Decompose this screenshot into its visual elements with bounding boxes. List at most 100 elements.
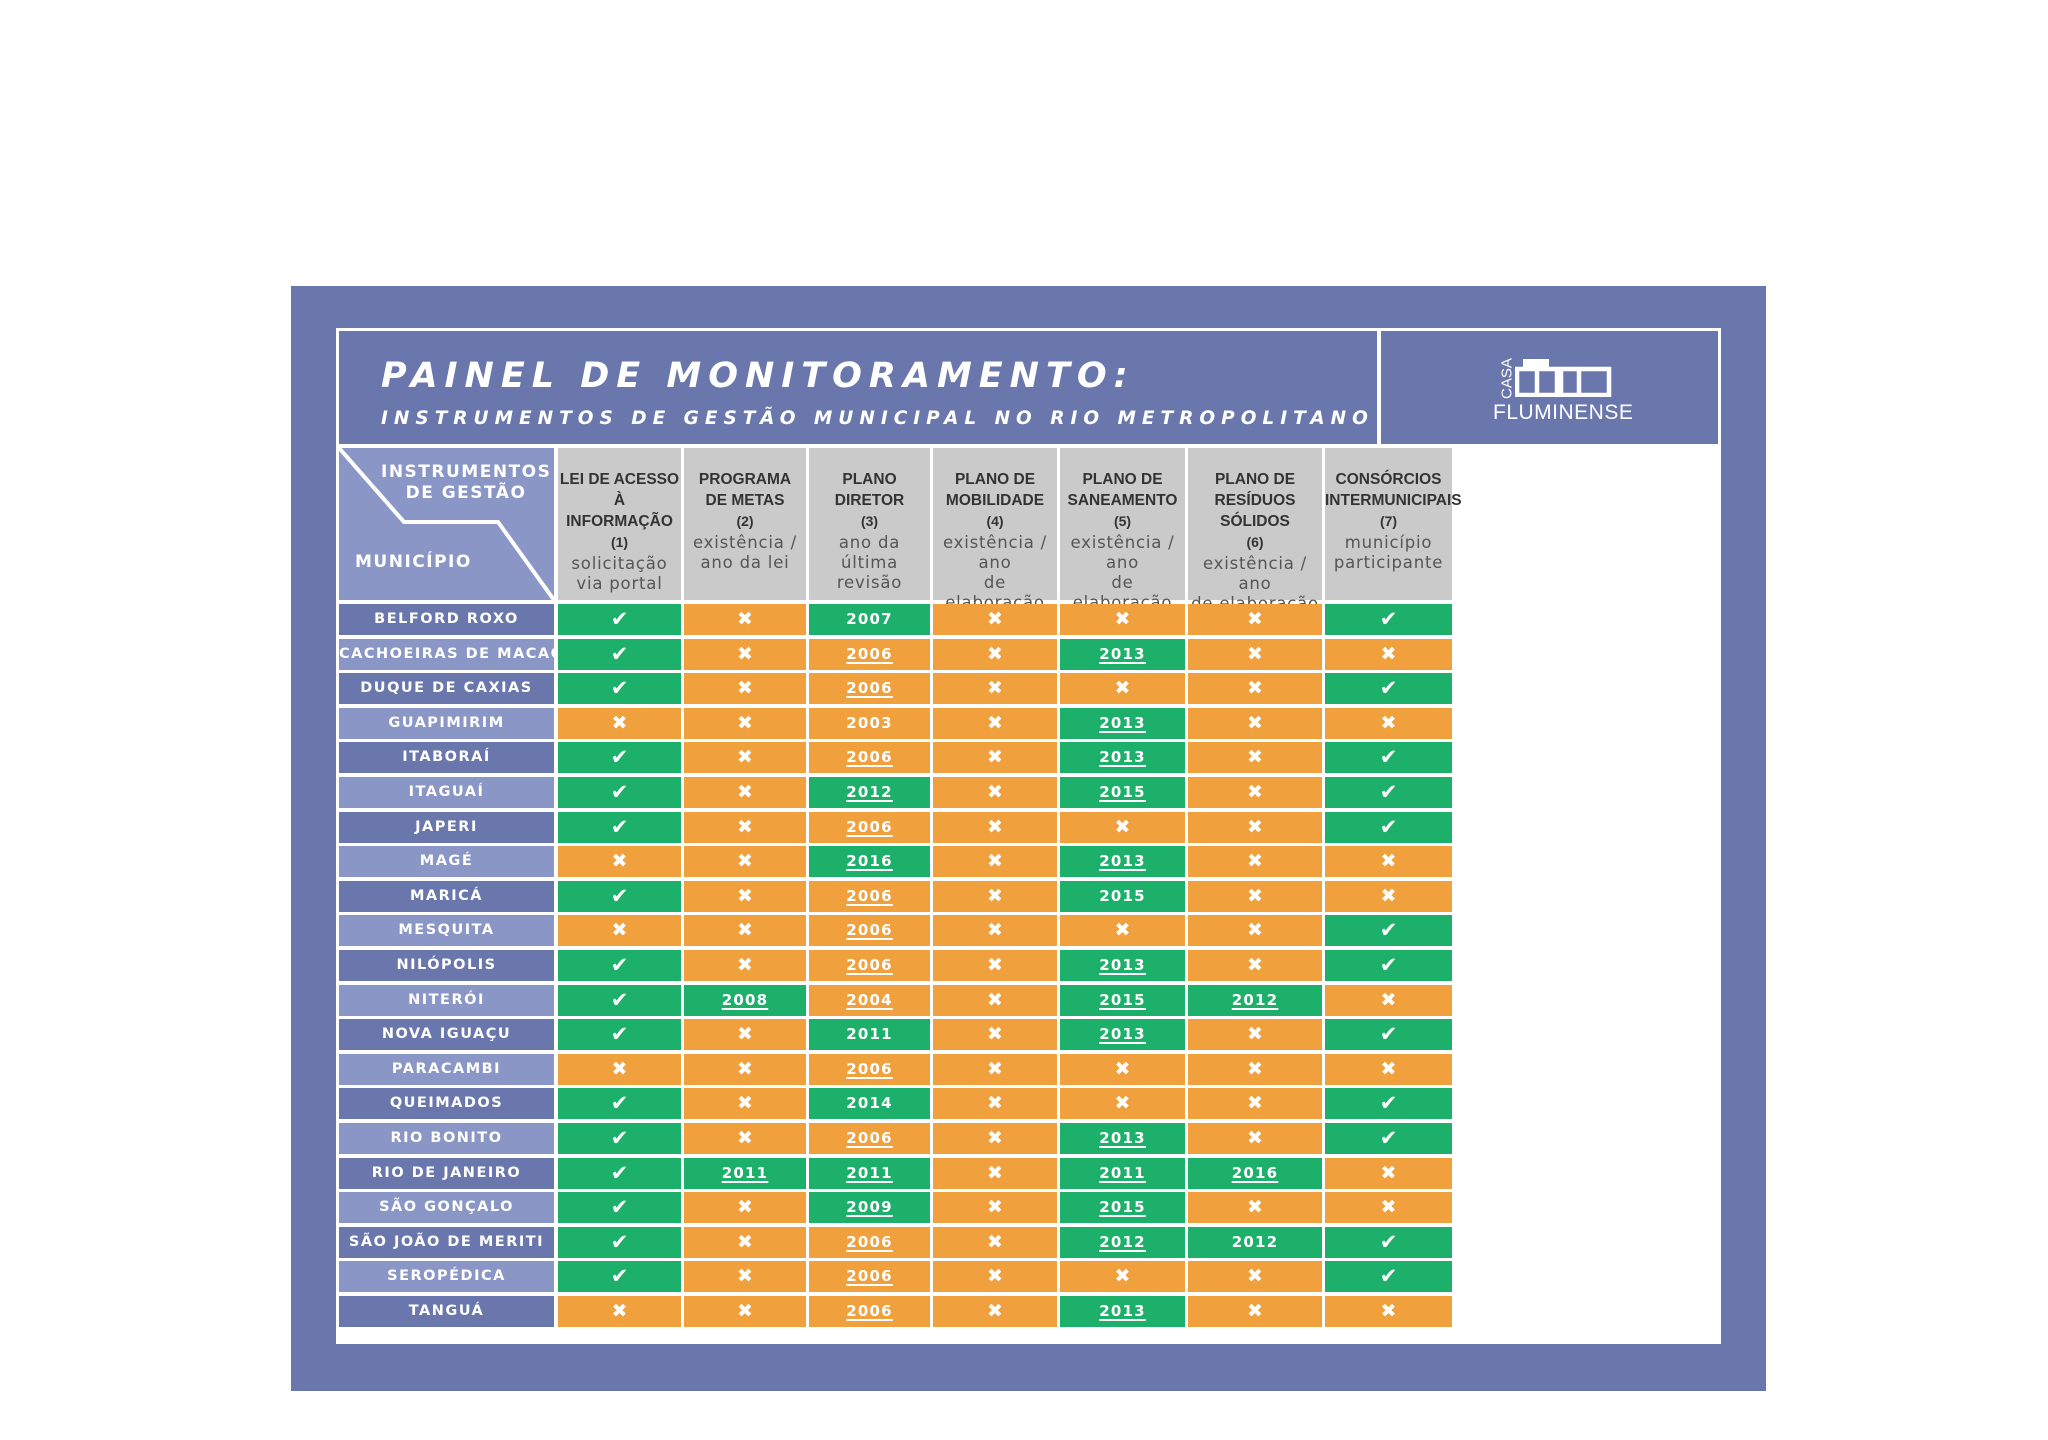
column-title: PLANO DIRETOR <box>834 471 905 509</box>
cross-icon: ✖ <box>1188 1261 1322 1292</box>
check-icon: ✔ <box>1325 673 1452 704</box>
year-cell: 2007 <box>809 604 930 635</box>
check-icon: ✔ <box>558 1192 681 1223</box>
municipality-label: TANGUÁ <box>339 1296 554 1327</box>
check-icon: ✔ <box>558 950 681 981</box>
cross-icon: ✖ <box>933 1054 1057 1085</box>
cross-icon: ✖ <box>684 708 806 739</box>
year-cell: 2006 <box>809 1123 930 1154</box>
cross-icon: ✖ <box>1060 1261 1185 1292</box>
municipality-label: SEROPÉDICA <box>339 1261 554 1292</box>
year-cell: 2009 <box>809 1192 930 1223</box>
column-description: município participante <box>1333 533 1444 572</box>
column-title: PROGRAMA DE METAS <box>698 471 792 509</box>
cross-icon: ✖ <box>933 742 1057 773</box>
cross-icon: ✖ <box>1188 673 1322 704</box>
cross-icon: ✖ <box>933 881 1057 912</box>
check-icon: ✔ <box>1325 1227 1452 1258</box>
municipality-label: SÃO GONÇALO <box>339 1192 554 1223</box>
check-icon: ✔ <box>558 812 681 843</box>
cross-icon: ✖ <box>684 639 806 670</box>
cross-icon: ✖ <box>684 1261 806 1292</box>
cross-icon: ✖ <box>1188 881 1322 912</box>
check-icon: ✔ <box>1325 1019 1452 1050</box>
cross-icon: ✖ <box>684 950 806 981</box>
cross-icon: ✖ <box>684 673 806 704</box>
year-cell: 2006 <box>809 1054 930 1085</box>
column-number: (7) <box>1379 513 1398 529</box>
year-cell: 2013 <box>1060 846 1185 877</box>
year-cell: 2012 <box>1188 1227 1322 1258</box>
year-cell: 2013 <box>1060 708 1185 739</box>
cross-icon: ✖ <box>1188 604 1322 635</box>
year-cell: 2013 <box>1060 639 1185 670</box>
cross-icon: ✖ <box>933 777 1057 808</box>
cross-icon: ✖ <box>933 1227 1057 1258</box>
page-title: PAINEL DE MONITORAMENTO: <box>381 356 1135 396</box>
cross-icon: ✖ <box>1325 1158 1452 1189</box>
year-cell: 2013 <box>1060 950 1185 981</box>
municipality-label: PARACAMBI <box>339 1054 554 1085</box>
check-icon: ✔ <box>558 881 681 912</box>
cross-icon: ✖ <box>933 950 1057 981</box>
cross-icon: ✖ <box>684 604 806 635</box>
cross-icon: ✖ <box>684 1296 806 1327</box>
column-title: PLANO DE MOBILIDADE <box>945 471 1045 509</box>
cross-icon: ✖ <box>684 1227 806 1258</box>
year-cell: 2015 <box>1060 1192 1185 1223</box>
cross-icon: ✖ <box>684 742 806 773</box>
column-description: existência / ano da lei <box>692 533 798 572</box>
column-header-1: LEI DE ACESSO À INFORMAÇÃO (1) solicitação… <box>558 448 681 600</box>
year-cell: 2015 <box>1060 985 1185 1016</box>
year-cell: 2006 <box>809 1296 930 1327</box>
column-header-4: PLANO DE MOBILIDADE (4) existência / ano d… <box>933 448 1057 612</box>
check-icon: ✔ <box>1325 950 1452 981</box>
cross-icon: ✖ <box>933 985 1057 1016</box>
cross-icon: ✖ <box>933 1019 1057 1050</box>
logo-wordmark: FLUMINENSE <box>1493 401 1634 424</box>
cross-icon: ✖ <box>1188 777 1322 808</box>
cross-icon: ✖ <box>1325 881 1452 912</box>
year-cell: 2012 <box>1188 985 1322 1016</box>
cross-icon: ✖ <box>1325 1296 1452 1327</box>
house-outline-icon <box>1515 359 1612 397</box>
check-icon: ✔ <box>1325 777 1452 808</box>
municipality-label: DUQUE DE CAXIAS <box>339 673 554 704</box>
municipality-label: CACHOEIRAS DE MACACU <box>339 639 575 670</box>
year-cell: 2006 <box>809 1261 930 1292</box>
municipality-label: MESQUITA <box>339 915 554 946</box>
cross-icon: ✖ <box>1188 1088 1322 1119</box>
cross-icon: ✖ <box>1060 604 1185 635</box>
check-icon: ✔ <box>558 777 681 808</box>
cross-icon: ✖ <box>933 708 1057 739</box>
cross-icon: ✖ <box>1325 708 1452 739</box>
column-header-6: PLANO DE RESÍDUOS SÓLIDOS (6) existência /… <box>1188 448 1322 613</box>
logo-casa-text: CASA <box>1498 358 1516 399</box>
municipality-label: MARICÁ <box>339 881 554 912</box>
cross-icon: ✖ <box>558 708 681 739</box>
cross-icon: ✖ <box>684 1054 806 1085</box>
cross-icon: ✖ <box>1188 742 1322 773</box>
column-number: (4) <box>986 513 1004 529</box>
cross-icon: ✖ <box>1060 1054 1185 1085</box>
cross-icon: ✖ <box>1188 950 1322 981</box>
cross-icon: ✖ <box>1325 639 1452 670</box>
check-icon: ✔ <box>558 1123 681 1154</box>
cross-icon: ✖ <box>933 1192 1057 1223</box>
check-icon: ✔ <box>558 1158 681 1189</box>
corner-label-instruments: INSTRUMENTOS DE GESTÃO <box>381 462 552 503</box>
check-icon: ✔ <box>558 639 681 670</box>
cross-icon: ✖ <box>933 1296 1057 1327</box>
cross-icon: ✖ <box>1188 1019 1322 1050</box>
year-cell: 2012 <box>1060 1227 1185 1258</box>
title-box: PAINEL DE MONITORAMENTO: INSTRUMENTOS DE… <box>339 331 1377 444</box>
year-cell: 2011 <box>1060 1158 1185 1189</box>
year-cell: 2003 <box>809 708 930 739</box>
column-description: solicitação via portal <box>571 554 668 593</box>
check-icon: ✔ <box>558 1088 681 1119</box>
corner-label-municipality: MUNICÍPIO <box>355 552 472 572</box>
check-icon: ✔ <box>1325 1261 1452 1292</box>
year-cell: 2006 <box>809 881 930 912</box>
municipality-label: RIO BONITO <box>339 1123 554 1154</box>
municipality-label: QUEIMADOS <box>339 1088 554 1119</box>
